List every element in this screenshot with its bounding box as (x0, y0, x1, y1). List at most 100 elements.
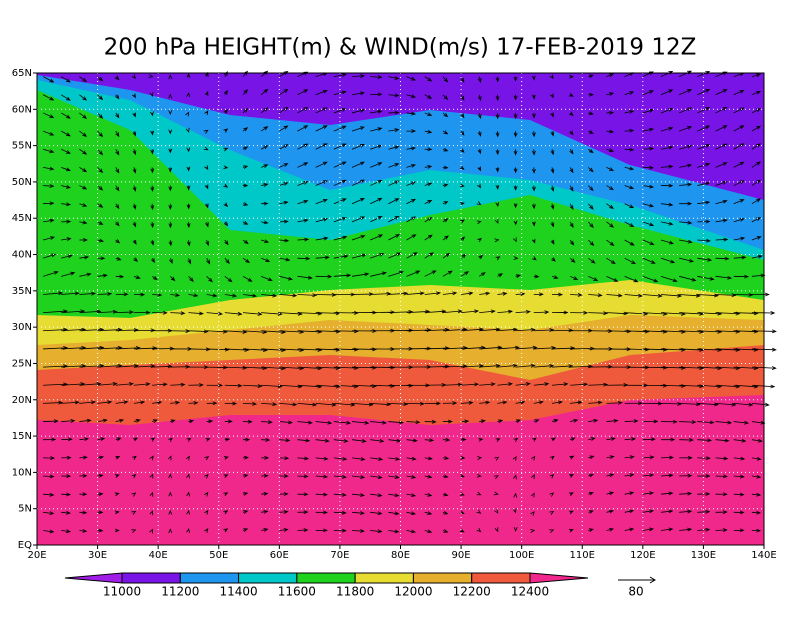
wind-arrow (406, 291, 425, 296)
wind-arrow (204, 509, 209, 515)
wind-arrow (533, 274, 540, 279)
wind-arrow (261, 201, 269, 206)
wind-arrow (61, 510, 72, 515)
wind-arrow (205, 437, 211, 442)
wind-arrow (43, 456, 56, 460)
wind-arrow (315, 161, 328, 168)
wind-arrow (351, 234, 366, 241)
wind-arrow (224, 419, 233, 424)
wind-arrow (388, 216, 400, 223)
wind-arrow (751, 474, 762, 479)
wind-arrow (370, 75, 383, 79)
wind-arrow (513, 256, 519, 260)
wind-arrow (43, 474, 55, 479)
wind-arrow (551, 437, 557, 442)
wind-arrow (715, 199, 728, 205)
wind-arrow (133, 382, 151, 387)
wind-arrow (660, 491, 674, 496)
wind-arrow (388, 475, 400, 479)
wind-arrow (315, 125, 328, 132)
wind-arrow (224, 311, 243, 316)
wind-arrow (406, 493, 417, 498)
wind-arrow (459, 165, 465, 170)
wind-arrow (97, 273, 108, 278)
wind-arrow (606, 329, 632, 334)
wind-arrow (513, 203, 518, 209)
wind-arrow (279, 219, 289, 224)
wind-arrow (97, 130, 104, 138)
wind-arrow (549, 74, 554, 80)
wind-arrow (167, 455, 172, 461)
wind-arrow (388, 163, 400, 168)
wind-arrow (424, 94, 433, 99)
wind-arrow (79, 437, 90, 442)
wind-arrow (370, 180, 383, 186)
wind-arrow (97, 238, 105, 243)
wind-arrow (513, 167, 518, 174)
wind-arrow (352, 74, 365, 78)
wind-arrow (242, 312, 263, 316)
wind-arrow (242, 89, 248, 96)
wind-arrow (460, 271, 470, 277)
wind-arrow (206, 311, 223, 316)
wind-arrow (588, 167, 594, 173)
wind-arrow (315, 402, 337, 407)
wind-arrow (388, 493, 400, 498)
wind-arrow (261, 257, 271, 262)
wind-arrow (406, 475, 417, 479)
wind-arrow (570, 418, 579, 423)
wind-arrow (442, 437, 451, 442)
wind-arrow (297, 162, 309, 168)
wind-arrow (733, 456, 746, 461)
wind-arrow (206, 419, 214, 424)
wind-arrow (279, 492, 289, 496)
wind-arrow (205, 221, 209, 228)
wind-arrow (606, 185, 614, 191)
wind-arrow (679, 275, 697, 282)
wind-arrow (478, 437, 484, 442)
wind-arrow (149, 455, 154, 461)
wind-arrow (279, 456, 290, 461)
wind-arrow (442, 456, 450, 460)
wind-arrow (513, 131, 518, 138)
wind-arrow (79, 94, 88, 101)
wind-arrow (495, 76, 500, 83)
wind-arrow (588, 437, 596, 441)
wind-arrow (424, 291, 442, 296)
wind-arrow (495, 149, 500, 156)
wind-arrow (388, 128, 400, 132)
wind-arrow (624, 128, 635, 133)
wind-arrow (61, 254, 73, 259)
wind-arrow (442, 492, 449, 497)
wind-arrow (97, 76, 104, 82)
wind-arrow (642, 239, 655, 245)
wind-arrow (660, 126, 674, 132)
wind-arrow (733, 236, 746, 241)
wind-arrow (206, 329, 228, 334)
wind-arrow (733, 420, 750, 425)
wind-arrow (42, 148, 55, 154)
wind-arrow (168, 437, 173, 442)
wind-arrow (531, 112, 536, 119)
wind-arrow (297, 474, 309, 479)
wind-arrow (569, 257, 576, 263)
wind-arrow (149, 491, 154, 497)
wind-arrow (186, 72, 191, 78)
wind-arrow (661, 419, 678, 424)
wind-arrow (297, 438, 311, 443)
colorbar-label: 12400 (511, 585, 549, 599)
wind-arrow (569, 167, 574, 174)
wind-arrow (406, 511, 417, 516)
wind-arrow (568, 510, 574, 515)
wind-arrow (493, 491, 499, 496)
wind-arrow (150, 167, 155, 174)
wind-arrow (97, 528, 104, 533)
wind-arrow (260, 145, 269, 150)
wind-arrow (442, 201, 449, 205)
wind-arrow (150, 111, 154, 117)
wind-arrow (279, 70, 289, 77)
wind-arrow (588, 275, 599, 281)
wind-arrow (442, 130, 449, 135)
wind-arrow (624, 109, 635, 114)
wind-arrow (186, 147, 191, 153)
